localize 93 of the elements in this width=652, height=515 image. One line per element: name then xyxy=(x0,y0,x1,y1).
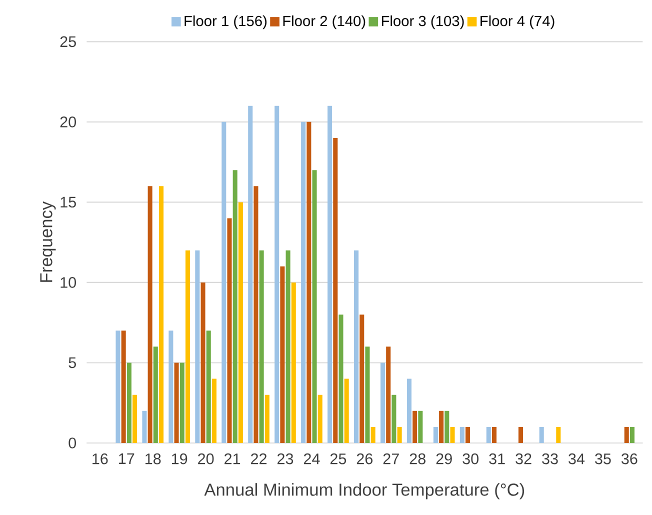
bar xyxy=(121,330,126,443)
bar xyxy=(318,394,322,443)
bar xyxy=(333,138,338,443)
bar xyxy=(344,378,349,443)
legend-label: Floor 4 (74) xyxy=(480,15,554,30)
bar xyxy=(132,394,138,443)
bar xyxy=(418,410,423,443)
y-tick-label: 10 xyxy=(60,277,76,288)
bar xyxy=(312,170,317,443)
x-tick-label: 18 xyxy=(146,453,161,464)
bar xyxy=(433,426,438,443)
x-tick-label: 23 xyxy=(277,453,294,464)
bar xyxy=(286,250,290,443)
x-tick-label: 25 xyxy=(330,453,346,464)
bar xyxy=(158,186,164,443)
bar xyxy=(539,426,544,443)
bar xyxy=(274,106,280,443)
bar xyxy=(291,282,296,443)
bar xyxy=(248,106,253,443)
bar xyxy=(301,122,306,443)
bar xyxy=(195,250,200,443)
y-tick-label: 5 xyxy=(68,357,76,368)
y-tick-label: 0 xyxy=(68,438,76,448)
bar xyxy=(392,394,396,443)
legend-label: Floor 1 (156) xyxy=(184,15,267,30)
bar xyxy=(206,330,211,443)
bar xyxy=(264,394,270,443)
bar xyxy=(280,266,285,443)
x-tick-label: 29 xyxy=(436,453,452,464)
x-tick-label: 33 xyxy=(542,453,558,464)
bar xyxy=(354,250,359,443)
bar xyxy=(174,362,179,443)
bar xyxy=(406,378,412,443)
bar xyxy=(306,122,312,443)
bar xyxy=(254,186,258,443)
bar xyxy=(126,362,132,443)
y-tick-label: 20 xyxy=(60,116,76,128)
bar xyxy=(439,410,444,443)
x-tick-label: 36 xyxy=(621,453,638,464)
y-axis-title: Frequency xyxy=(40,201,56,282)
bar xyxy=(444,410,450,443)
bar xyxy=(259,250,264,443)
bar xyxy=(630,426,634,443)
x-tick-label: 22 xyxy=(251,453,267,464)
x-tick-label: 20 xyxy=(198,453,214,464)
x-tick-label: 16 xyxy=(92,453,108,464)
bar xyxy=(338,314,344,443)
bar xyxy=(153,346,158,443)
bar xyxy=(180,362,184,443)
bar xyxy=(412,410,418,443)
x-tick-label: 35 xyxy=(595,453,611,464)
y-tick-label: 15 xyxy=(60,196,76,208)
bar xyxy=(365,346,370,443)
x-tick-label: 27 xyxy=(383,453,399,464)
bar xyxy=(386,346,391,443)
bar xyxy=(168,330,174,443)
bar xyxy=(142,410,147,443)
y-tick-label: 25 xyxy=(60,36,76,48)
bar xyxy=(185,250,190,443)
bar xyxy=(116,330,120,443)
bar xyxy=(212,378,216,443)
bar xyxy=(460,426,464,443)
x-tick-label: 19 xyxy=(172,453,188,464)
bar xyxy=(227,218,232,443)
x-tick-label: 21 xyxy=(224,453,240,464)
x-tick-label: 26 xyxy=(356,453,373,464)
bar xyxy=(518,426,523,443)
bar xyxy=(232,170,238,443)
legend-label: Floor 2 (140) xyxy=(283,15,366,30)
bar xyxy=(486,426,491,443)
bar xyxy=(397,426,402,443)
x-tick-label: 34 xyxy=(568,453,585,464)
bar xyxy=(370,426,376,443)
bar xyxy=(328,106,332,443)
x-tick-label: 24 xyxy=(304,453,320,464)
x-tick-label: 31 xyxy=(489,453,505,464)
x-tick-label: 17 xyxy=(119,453,134,464)
bar xyxy=(624,426,629,443)
bar xyxy=(556,426,561,443)
bar xyxy=(466,426,470,443)
x-tick-label: 28 xyxy=(410,453,426,464)
bar xyxy=(380,362,386,443)
bar xyxy=(148,186,152,443)
bar xyxy=(222,122,226,443)
bar xyxy=(200,282,206,443)
x-axis-title: Annual Minimum Indoor Temperature (°C) xyxy=(204,483,524,500)
x-tick-label: 32 xyxy=(516,453,532,464)
legend-label: Floor 3 (103) xyxy=(382,15,464,30)
bar xyxy=(450,426,455,443)
bar xyxy=(238,202,243,443)
bar xyxy=(492,426,497,443)
bar xyxy=(360,314,364,443)
x-tick-label: 30 xyxy=(462,453,478,464)
